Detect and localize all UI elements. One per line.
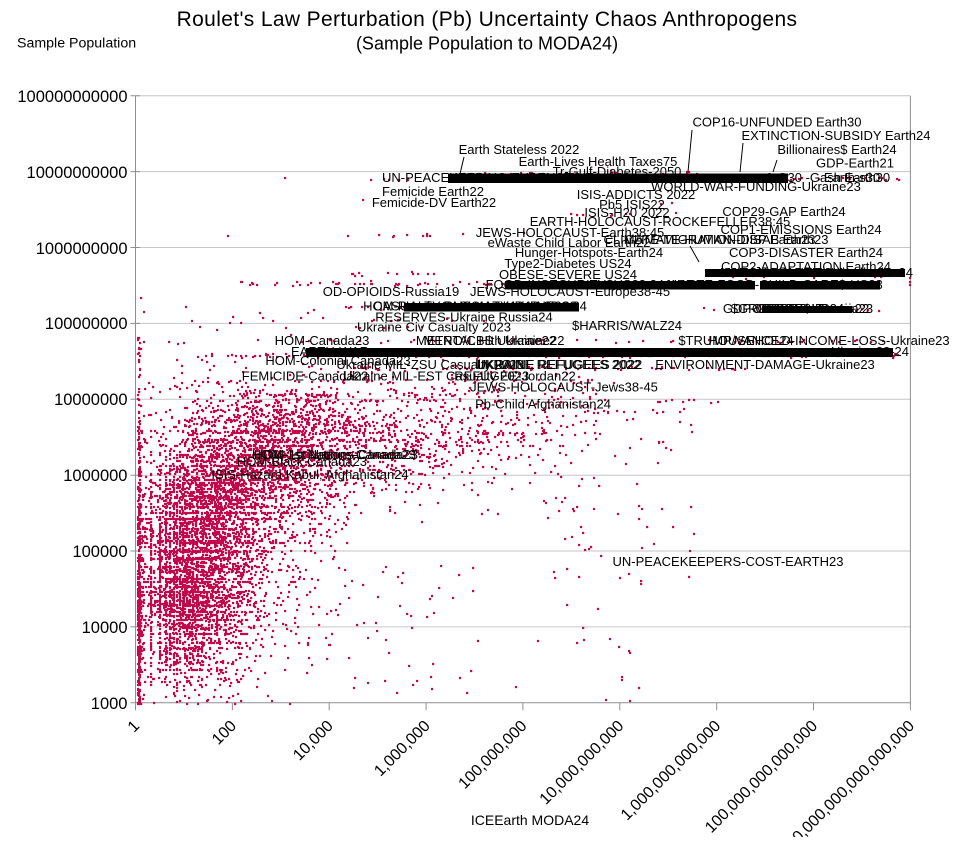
svg-text:100000000000: 100000000000 bbox=[17, 88, 127, 106]
svg-text:HOUSEHOLD-INCOME-LOSS-Ukraine2: HOUSEHOLD-INCOME-LOSS-Ukraine23 bbox=[708, 333, 949, 348]
svg-text:COP29-GAP Earth24: COP29-GAP Earth24 bbox=[722, 204, 845, 219]
svg-text:10000: 10000 bbox=[82, 619, 128, 637]
svg-text:COP3-DISASTER Earth24: COP3-DISASTER Earth24 bbox=[729, 245, 883, 260]
svg-text:$HARRIS/WALZ24: $HARRIS/WALZ24 bbox=[572, 318, 682, 333]
svg-text:ENVIRONMENT-DAMAGE-Ukraine23: ENVIRONMENT-DAMAGE-Ukraine23 bbox=[655, 357, 875, 372]
svg-text:(Sample Population to MODA24): (Sample Population to MODA24) bbox=[356, 34, 618, 54]
svg-text:OBESE-SEVERE US24: OBESE-SEVERE US24 bbox=[499, 267, 637, 282]
svg-text:JEWS-HOLOCAUST-Earth38:45: JEWS-HOLOCAUST-Earth38:45 bbox=[476, 225, 665, 240]
svg-text:EXTINCTION-SUBSIDY Earth24: EXTINCTION-SUBSIDY Earth24 bbox=[741, 128, 930, 143]
svg-text:UKRAINE REFUGEES 2022: UKRAINE REFUGEES 2022 bbox=[475, 357, 640, 372]
svg-text:MENTAL Hlth Ukraine22: MENTAL Hlth Ukraine22 bbox=[424, 333, 565, 348]
svg-text:Roulet's Law Perturbation (Pb): Roulet's Law Perturbation (Pb) Uncertain… bbox=[177, 8, 798, 31]
svg-text:ISIS-H20 2022: ISIS-H20 2022 bbox=[584, 205, 669, 220]
svg-text:OD-OPIOIDS-Russia19: OD-OPIOIDS-Russia19 bbox=[323, 284, 460, 299]
svg-text:CLIMATE-MIGRATION-DISAB Earth2: CLIMATE-MIGRATION-DISAB Earth23 bbox=[604, 232, 829, 247]
svg-text:1000: 1000 bbox=[91, 695, 128, 713]
svg-text:UN-PEACEKEEPERS-COST-EARTH23: UN-PEACEKEEPERS-COST-EARTH23 bbox=[613, 554, 844, 569]
svg-text:Pb-Child Afghanistan24: Pb-Child Afghanistan24 bbox=[475, 397, 611, 412]
svg-text:Femicide Earth22: Femicide Earth22 bbox=[382, 184, 484, 199]
svg-text:ISIS-Hazara Kabul, Afghanistan: ISIS-Hazara Kabul, Afghanistan24 bbox=[211, 467, 408, 482]
svg-text:Ukraine23-24: Ukraine23-24 bbox=[831, 344, 909, 359]
svg-text:10000000000: 10000000000 bbox=[27, 164, 128, 182]
svg-text:10000000: 10000000 bbox=[54, 391, 127, 409]
svg-text:Pb5 ISIS22: Pb5 ISIS22 bbox=[599, 197, 665, 212]
svg-text:COP1-EMISSIONS Earth24: COP1-EMISSIONS Earth24 bbox=[720, 222, 881, 237]
svg-text:100000000: 100000000 bbox=[45, 315, 128, 333]
svg-text:REFUGEE-Jordan22: REFUGEE-Jordan22 bbox=[454, 369, 575, 384]
svg-text:Earth Stateless 2022: Earth Stateless 2022 bbox=[459, 142, 580, 157]
svg-text:Ukraine MIL-ZSU Casualty 2023: Ukraine MIL-ZSU Casualty 2023 bbox=[336, 357, 523, 372]
svg-text:Type2-Diabetes US24: Type2-Diabetes US24 bbox=[504, 256, 631, 271]
svg-text:HOM-1st Nations-Canada23: HOM-1st Nations-Canada23 bbox=[254, 447, 418, 462]
svg-text:JEWS-HOLOCAUST-Jews38-45: JEWS-HOLOCAUST-Jews38-45 bbox=[470, 380, 658, 395]
svg-text:RESERVES-Ukraine Russia24: RESERVES-Ukraine Russia24 bbox=[375, 310, 553, 325]
svg-text:COP16-UNFUNDED Earth30: COP16-UNFUNDED Earth30 bbox=[692, 115, 861, 130]
svg-text:Femicide-DV Earth22: Femicide-DV Earth22 bbox=[372, 195, 496, 210]
svg-text:Tr-Gulf-Diabetes-2050: Tr-Gulf-Diabetes-2050 bbox=[553, 164, 682, 179]
svg-text:1000000000: 1000000000 bbox=[36, 240, 128, 258]
svg-text:Earth-s30: Earth-s30 bbox=[824, 170, 880, 185]
svg-text:GDP-Earth21: GDP-Earth21 bbox=[816, 156, 894, 171]
svg-text:ISIS-ADDICTS 2022: ISIS-ADDICTS 2022 bbox=[577, 187, 696, 202]
svg-text:Hunger-Hotspots-Earth24: Hunger-Hotspots-Earth24 bbox=[515, 245, 663, 260]
svg-text:Ukraine MIL-EST Casualty 2023: Ukraine MIL-EST Casualty 2023 bbox=[343, 369, 529, 384]
svg-text:Earth-Lives Health Taxes75: Earth-Lives Health Taxes75 bbox=[519, 154, 678, 169]
svg-text:HOM-Black Canada23: HOM-Black Canada23 bbox=[237, 454, 367, 469]
svg-text:EARTH-HOLOCAUST-ROCKEFELLER38:: EARTH-HOLOCAUST-ROCKEFELLER38:45 bbox=[530, 214, 791, 229]
svg-text:1000000: 1000000 bbox=[63, 467, 127, 485]
svg-text:HOM-1st Nations-Canada23: HOM-1st Nations-Canada23 bbox=[252, 447, 416, 462]
svg-text:METRO/CBS Ukraine22: METRO/CBS Ukraine22 bbox=[416, 333, 556, 348]
svg-text:EARTH-WAR: EARTH-WAR bbox=[291, 344, 369, 359]
svg-text:CLIMATE-HUMAN-DISP Earth23: CLIMATE-HUMAN-DISP Earth23 bbox=[625, 232, 816, 247]
svg-text:$TRUMP/VANCE24: $TRUMP/VANCE24 bbox=[678, 333, 793, 348]
svg-text:ICEEarth MODA24: ICEEarth MODA24 bbox=[471, 812, 589, 828]
svg-text:Sample Population: Sample Population bbox=[17, 36, 136, 52]
svg-text:FEMICIDE-Canada22: FEMICIDE-Canada22 bbox=[242, 369, 368, 384]
svg-text:HOM-Canada23: HOM-Canada23 bbox=[275, 333, 370, 348]
svg-text:100000: 100000 bbox=[72, 543, 127, 561]
svg-text:UKRAINE REFUGEES 2022: UKRAINE REFUGEES 2022 bbox=[477, 357, 642, 372]
svg-text:Billionaires$ Earth24: Billionaires$ Earth24 bbox=[777, 142, 896, 157]
svg-text:Ukraine Civ Casualty 2023: Ukraine Civ Casualty 2023 bbox=[357, 320, 511, 335]
svg-text:9-G30 -Gash Earth30: 9-G30 -Gash Earth30 bbox=[766, 170, 890, 185]
svg-text:eWaste Child Labor Earth22: eWaste Child Labor Earth22 bbox=[488, 235, 651, 250]
